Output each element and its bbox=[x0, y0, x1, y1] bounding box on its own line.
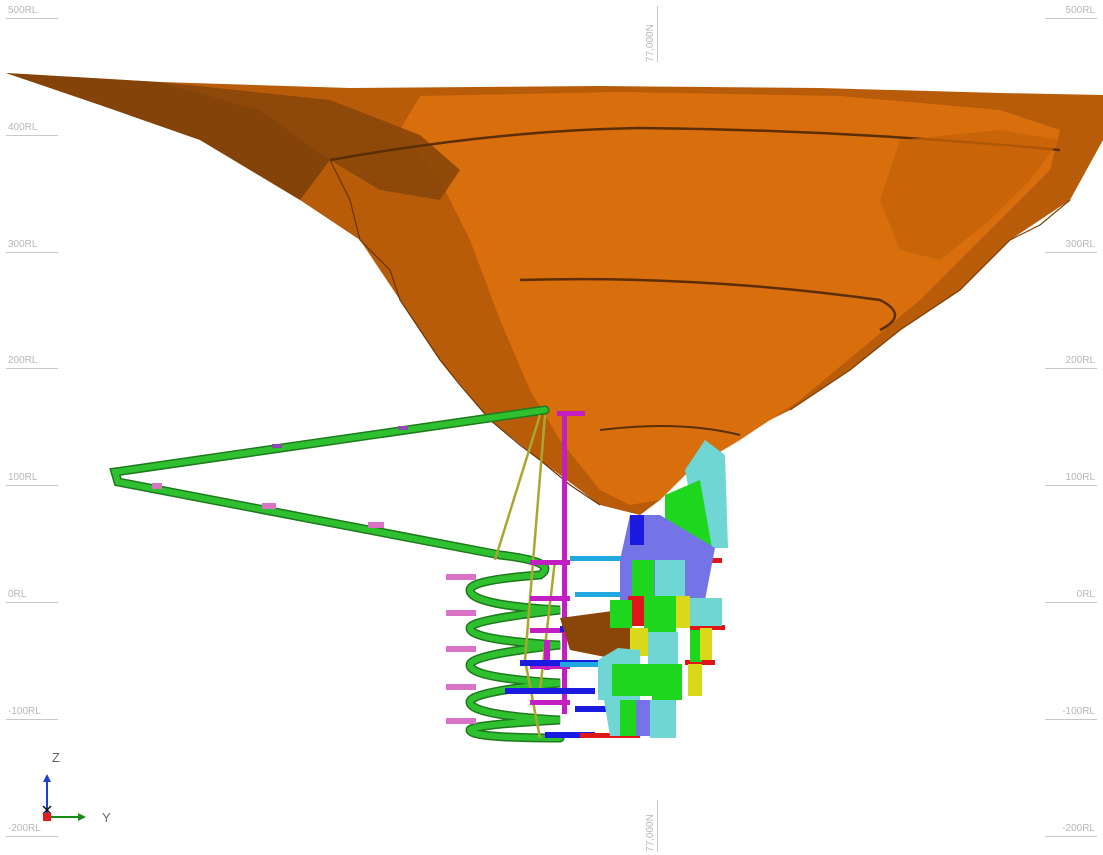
vent-drive bbox=[446, 610, 476, 616]
rl-label-500: 500RL bbox=[8, 5, 38, 16]
northing-tick-bottom bbox=[657, 800, 658, 852]
stope-cyan bbox=[655, 560, 685, 596]
stope-cyan bbox=[648, 632, 678, 664]
rl-tick bbox=[6, 368, 58, 369]
rl-tick bbox=[1045, 836, 1097, 837]
origin-marker bbox=[43, 813, 51, 821]
pit-ramp-line-bottom bbox=[599, 425, 741, 436]
drive-lightblue bbox=[575, 592, 635, 597]
shaft-collar bbox=[557, 411, 585, 416]
vent-drive bbox=[446, 684, 476, 690]
drive-blue bbox=[575, 706, 615, 712]
stope-green bbox=[620, 700, 636, 736]
shaft[interactable] bbox=[530, 411, 585, 714]
stope-yellow bbox=[700, 628, 712, 660]
stope-cyan bbox=[650, 700, 676, 738]
decline-ramp[interactable] bbox=[109, 405, 565, 743]
axis-triad: Z Y bbox=[30, 750, 130, 830]
drive-lightblue bbox=[560, 662, 620, 667]
rl-label-200-right: 200RL bbox=[1065, 355, 1095, 366]
open-pit-shell[interactable] bbox=[6, 73, 1103, 515]
stope-darkblue bbox=[630, 515, 644, 545]
rl-tick bbox=[6, 18, 58, 19]
stope-green bbox=[610, 600, 632, 628]
decline-marker bbox=[272, 444, 282, 448]
x-axis-line bbox=[42, 805, 52, 815]
drive-red bbox=[685, 660, 715, 665]
shaft-sump bbox=[544, 640, 550, 670]
rl-label-100-right: 100RL bbox=[1065, 472, 1095, 483]
pit-dark-bench bbox=[160, 82, 460, 200]
y-axis-arrowhead bbox=[78, 813, 86, 821]
rl-tick bbox=[6, 836, 58, 837]
northing-tick-top bbox=[657, 6, 658, 62]
rl-label-minus100: -100RL bbox=[8, 706, 41, 717]
rl-tick bbox=[1045, 368, 1097, 369]
raise-line bbox=[538, 559, 557, 691]
rl-label-minus200: -200RL bbox=[8, 823, 41, 834]
rl-tick bbox=[1045, 719, 1097, 720]
pit-dark-west-wall bbox=[6, 73, 330, 200]
rl-label-300: 300RL bbox=[8, 239, 38, 250]
decline-marker bbox=[398, 426, 408, 430]
rl-tick bbox=[6, 719, 58, 720]
stope-green bbox=[612, 664, 652, 696]
decline-marker bbox=[262, 503, 276, 509]
stope-blocks[interactable] bbox=[598, 440, 728, 738]
pit-east-benches bbox=[789, 199, 1071, 411]
rl-tick bbox=[1045, 602, 1097, 603]
stope-green bbox=[632, 560, 654, 596]
vent-drive bbox=[446, 574, 476, 580]
rl-tick bbox=[1045, 18, 1097, 19]
shaft-station bbox=[530, 700, 570, 705]
rl-label-400: 400RL bbox=[8, 122, 38, 133]
rl-label-0-right: 0RL bbox=[1076, 589, 1095, 600]
stope-yellow bbox=[676, 596, 690, 628]
rl-label-200: 200RL bbox=[8, 355, 38, 366]
decline-marker bbox=[368, 522, 384, 528]
vent-drive bbox=[446, 718, 476, 724]
rl-label-minus200-right: -200RL bbox=[1062, 823, 1095, 834]
rl-tick bbox=[6, 602, 58, 603]
rl-tick bbox=[1045, 485, 1097, 486]
drive-red bbox=[690, 625, 725, 630]
rl-label-500-right: 500RL bbox=[1065, 5, 1095, 16]
stope-yellow bbox=[630, 628, 648, 656]
rl-label-minus100-right: -100RL bbox=[1062, 706, 1095, 717]
stope-yellow bbox=[688, 664, 702, 696]
raise-line bbox=[493, 414, 542, 561]
stope-cyan bbox=[690, 598, 722, 626]
rl-tick bbox=[6, 485, 58, 486]
stope-green bbox=[652, 664, 682, 700]
rl-label-100: 100RL bbox=[8, 472, 38, 483]
z-axis-arrowhead bbox=[43, 774, 51, 782]
axis-triad-arrows bbox=[42, 774, 86, 821]
drive-blue bbox=[505, 688, 595, 694]
axis-label-y: Y bbox=[102, 810, 111, 825]
rl-tick bbox=[6, 252, 58, 253]
rl-tick bbox=[6, 135, 58, 136]
shaft-station bbox=[530, 628, 570, 633]
pit-west-benches bbox=[329, 159, 601, 506]
drive-blue bbox=[545, 732, 595, 738]
decline-upper-leg-fill bbox=[111, 407, 548, 558]
decline-upper-leg bbox=[109, 405, 550, 560]
stope-red bbox=[628, 596, 646, 626]
axis-label-z: Z bbox=[52, 750, 60, 765]
decline-marker bbox=[152, 483, 162, 489]
decline-spiral-fill bbox=[466, 552, 563, 741]
vent-drive bbox=[446, 646, 476, 652]
stope-blue bbox=[636, 700, 650, 736]
pit-east-wall-shading bbox=[880, 130, 1060, 260]
stope-green bbox=[690, 630, 702, 662]
pit-ramp-line-lower bbox=[519, 277, 897, 332]
rl-tick bbox=[1045, 252, 1097, 253]
shaft-station bbox=[530, 560, 570, 565]
shaft-station bbox=[530, 596, 570, 601]
drive-lightblue bbox=[570, 556, 630, 561]
rl-label-300-right: 300RL bbox=[1065, 239, 1095, 250]
rl-label-0: 0RL bbox=[8, 589, 27, 600]
